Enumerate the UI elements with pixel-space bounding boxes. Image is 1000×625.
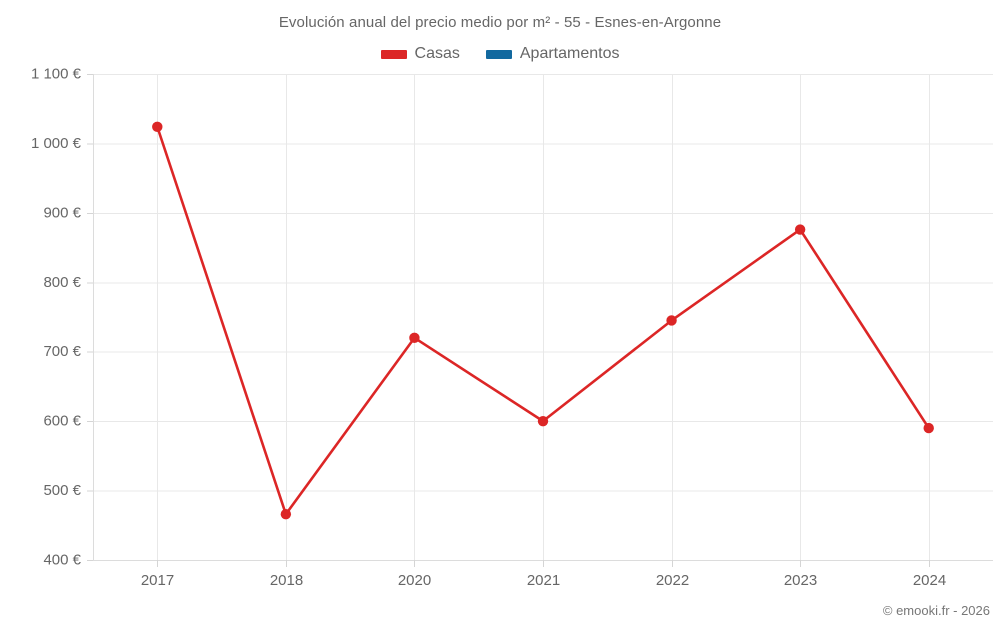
data-point-casas — [537, 415, 549, 427]
data-point-casas — [409, 332, 420, 344]
copyright-credit: © emooki.fr - 2026 — [882, 603, 990, 618]
data-point-casas — [794, 224, 806, 235]
x-tick-label: 2021 — [527, 572, 560, 589]
chart-legend: Casas Apartamentos — [0, 45, 1000, 63]
data-point-casas — [280, 508, 292, 520]
y-tick-label: 900 € — [43, 204, 81, 221]
x-tick-label: 2024 — [913, 572, 946, 589]
legend-item-casas[interactable]: Casas — [380, 45, 460, 63]
x-axis-ticks: 2017 2018 2020 2021 2022 2023 2024 — [141, 560, 946, 589]
page-title: Evolución anual del precio medio por m² … — [278, 14, 722, 31]
y-tick-label: 1 100 € — [31, 65, 82, 82]
y-tick-label: 700 € — [43, 343, 81, 360]
x-tick-label: 2017 — [141, 572, 174, 589]
line-swatch-icon — [380, 49, 407, 59]
data-point-casas — [666, 315, 677, 326]
legend-item-apartamentos[interactable]: Apartamentos — [485, 45, 620, 63]
x-tick-label: 2018 — [270, 572, 303, 589]
data-point-casas — [923, 422, 934, 434]
y-tick-label: 600 € — [43, 413, 81, 430]
legend-label: Apartamentos — [519, 45, 620, 62]
y-tick-label: 800 € — [43, 274, 81, 291]
x-tick-label: 2022 — [656, 572, 689, 589]
y-axis-ticks: 400 € 500 € 600 € 700 € 800 € 900 € 1 000 € 1 1… — [31, 65, 93, 568]
legend-label: Casas — [414, 45, 460, 62]
y-tick-label: 400 € — [43, 551, 81, 568]
series-points — [152, 121, 934, 520]
grid-lines — [93, 74, 993, 561]
x-tick-label: 2023 — [784, 572, 817, 589]
y-tick-label: 1 000 € — [31, 135, 82, 152]
x-tick-label: 2020 — [398, 572, 431, 589]
line-swatch-icon — [485, 49, 512, 59]
data-point-casas — [152, 121, 163, 132]
y-tick-label: 500 € — [43, 482, 81, 499]
